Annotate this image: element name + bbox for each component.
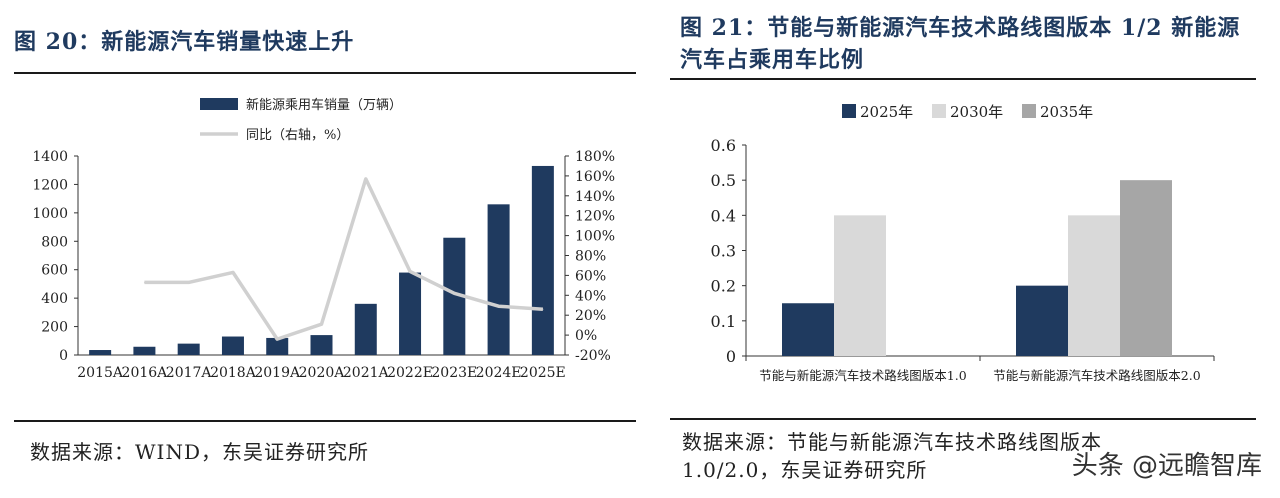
- bar-2018A: [221, 336, 244, 355]
- bar-2016A: [133, 346, 156, 355]
- y-tick-label: 0.4: [711, 206, 736, 225]
- source-rule: [670, 418, 1256, 420]
- figure-20-panel: 图 20：新能源汽车销量快速上升 0 200 400 600 800 1000 1200 14…: [14, 29, 636, 464]
- y-tick-label: 200: [41, 320, 68, 336]
- legend-label-sales: 新能源乘用车销量（万辆）: [246, 97, 402, 113]
- bar-2025年-1: [782, 303, 834, 356]
- x-tick-label: 2024E: [476, 365, 522, 381]
- legend-swatch-2025年: [842, 104, 856, 118]
- y-tick-label: 600: [41, 263, 68, 279]
- x-tick-label: 2025E: [520, 365, 566, 381]
- bar-2022E: [399, 272, 422, 355]
- x-tick-label: 2015A: [77, 365, 124, 381]
- legend-label-2025年: 2025年: [860, 103, 913, 121]
- figure-21-title-line2: 汽车占乘用车比例: [680, 47, 865, 73]
- x-tick-label: 2016A: [122, 365, 169, 381]
- figure-21-title-line1: 图 21：节能与新能源汽车技术路线图版本 1/2 新能源: [680, 15, 1241, 41]
- figure-20-title: 图 20：新能源汽车销量快速上升: [14, 29, 355, 55]
- x-tick-label: 2021A: [343, 365, 390, 381]
- y-tick-label: 800: [41, 234, 68, 250]
- x-tick-label: 2017A: [166, 365, 213, 381]
- bar-2035年-2: [1120, 180, 1172, 356]
- yoy-point-2025E: [542, 308, 544, 310]
- y-tick-label: 400: [41, 291, 68, 307]
- yoy-point-2022E: [409, 270, 411, 272]
- yoy-point-2018A: [232, 271, 234, 273]
- y2-tick-label: 60%: [575, 268, 606, 284]
- x-tick-label: 2019A: [254, 365, 301, 381]
- x-tick-label: 2022E: [387, 365, 433, 381]
- y2-tick-label: 100%: [575, 229, 615, 245]
- yoy-line: [144, 177, 544, 341]
- yoy-point-2016A: [143, 281, 145, 283]
- bar-2015A: [89, 350, 112, 355]
- y2-tick-label: 140%: [575, 189, 615, 205]
- legend-label-2035年: 2035年: [1040, 103, 1093, 121]
- legend-swatch-sales: [200, 98, 238, 110]
- y-tick-label: 1000: [32, 206, 68, 222]
- y-tick-label: 0: [726, 347, 736, 366]
- y2-tick-label: 0%: [575, 328, 597, 344]
- y2-tick-label: 40%: [575, 288, 606, 304]
- yoy-point-2021A: [365, 178, 367, 180]
- y2-tick-label: 80%: [575, 249, 606, 265]
- bar-2024E: [487, 204, 510, 355]
- legend-swatch-2030年: [932, 104, 946, 118]
- ratio-chart: 0 0.1 0.2 0.3 0.4 0.5 0.6 节能与新能源汽车技术路线图版本1.0 节能与…: [711, 103, 1215, 383]
- bar-2025年-2: [1016, 285, 1068, 356]
- watermark: 头条 @远瞻智库: [1071, 451, 1262, 481]
- yoy-point-2017A: [188, 281, 190, 283]
- bar-2025E: [531, 165, 554, 355]
- bar-2030年-1: [834, 215, 886, 356]
- source-rule: [14, 420, 636, 422]
- sales-chart: 0 200 400 600 800 1000 1200 1400 -20% 0% 20% 40% 60%…: [32, 97, 615, 381]
- y-tick-label: 0: [59, 348, 68, 364]
- title-rule: [14, 72, 636, 74]
- title-rule: [670, 78, 1256, 80]
- y-tick-label: 0.6: [711, 136, 736, 155]
- y2-tick-label: 160%: [575, 169, 615, 185]
- y-tick-label: 0.3: [711, 242, 736, 261]
- y-tick-label: 1400: [32, 149, 68, 165]
- bar-2023E: [443, 237, 466, 355]
- figure-21-source-line2: 1.0/2.0，东吴证券研究所: [682, 458, 928, 482]
- x-tick-label: 节能与新能源汽车技术路线图版本1.0: [759, 368, 966, 383]
- y2-tick-label: 180%: [575, 149, 615, 165]
- legend-label-yoy: 同比（右轴，%）: [246, 128, 349, 143]
- legend-swatch-2035年: [1022, 104, 1036, 118]
- y-tick-label: 0.2: [711, 277, 736, 296]
- bar-2030年-2: [1068, 215, 1120, 356]
- y2-tick-label: -20%: [575, 348, 611, 364]
- y-tick-label: 0.5: [711, 171, 736, 190]
- y-tick-label: 0.1: [711, 312, 736, 331]
- y2-tick-label: 20%: [575, 308, 606, 324]
- bar-2017A: [177, 343, 200, 355]
- figure-20-source: 数据来源：WIND，东吴证券研究所: [30, 440, 369, 464]
- x-tick-label: 节能与新能源汽车技术路线图版本2.0: [993, 368, 1200, 383]
- bar-2020A: [310, 335, 333, 355]
- legend-label-2030年: 2030年: [950, 103, 1003, 121]
- bar-2021A: [354, 303, 377, 355]
- yoy-point-2020A: [321, 323, 322, 325]
- x-tick-label: 2023E: [431, 365, 477, 381]
- bar-2019A: [266, 337, 289, 355]
- y-tick-label: 1200: [32, 177, 68, 193]
- yoy-point-2019A: [276, 338, 278, 340]
- y2-tick-label: 120%: [575, 209, 615, 225]
- yoy-point-2024E: [498, 305, 500, 307]
- yoy-point-2023E: [453, 292, 455, 294]
- x-tick-label: 2020A: [299, 365, 346, 381]
- x-tick-label: 2018A: [210, 365, 257, 381]
- figure-21-source-line1: 数据来源：节能与新能源汽车技术路线图版本: [682, 430, 1102, 454]
